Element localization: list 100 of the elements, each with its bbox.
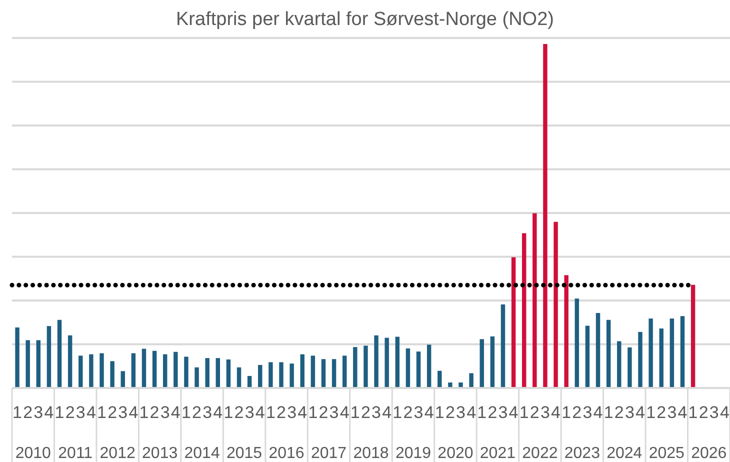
bar: [395, 336, 400, 388]
x-tick-label: 4: [466, 403, 476, 422]
text: 2015: [226, 445, 262, 462]
x-tick-label: 2: [698, 403, 708, 422]
x-tick-label: 1: [646, 403, 656, 422]
x-tick-label: 1: [308, 403, 318, 422]
bar: [690, 284, 696, 388]
x-tick-label: 1: [97, 403, 106, 422]
bar: [406, 348, 410, 388]
x-tick-label: 4: [382, 403, 392, 422]
x-tick-label: 1: [477, 403, 487, 422]
bar: [110, 361, 114, 388]
bar: [226, 359, 231, 388]
bar: [300, 354, 304, 388]
x-tick-label: 3: [667, 403, 677, 422]
bar: [15, 327, 20, 388]
bar: [131, 353, 136, 388]
x-tick-label: 2: [403, 403, 413, 422]
text: 2012: [100, 445, 136, 462]
bar: [162, 354, 168, 388]
x-tick-label: 2: [234, 403, 244, 422]
x-tick-label: 3: [76, 403, 86, 422]
bar: [490, 336, 495, 388]
bar: [648, 318, 653, 388]
text: 2023: [564, 445, 600, 462]
x-tick-label: 1: [519, 403, 529, 422]
bar: [564, 275, 568, 388]
bar: [511, 257, 516, 388]
bar: [606, 320, 611, 388]
x-tick-label: 3: [372, 403, 382, 422]
x-tick-label: 2: [318, 403, 328, 422]
text: 2013: [142, 445, 178, 462]
text: 2011: [58, 445, 93, 462]
bar: [100, 353, 104, 388]
x-tick-label: 2: [530, 403, 540, 422]
x-tick-label: 1: [224, 403, 234, 422]
text: 2018: [353, 445, 389, 462]
x-tick-label: 2: [276, 403, 286, 422]
x-tick-label: 3: [498, 403, 508, 422]
x-tick-label: 1: [604, 403, 614, 422]
x-tick-label: 1: [392, 403, 402, 422]
bar: [342, 356, 347, 388]
x-tick-label: 2: [192, 403, 202, 422]
x-tick-label: 3: [287, 403, 297, 422]
chart-title: Kraftpris per kvartal for Sørvest-Norge (NO2): [176, 9, 554, 30]
x-tick-label: 2: [360, 403, 370, 422]
bar: [26, 340, 30, 388]
bar: [522, 233, 526, 388]
text: 2019: [395, 445, 432, 462]
x-tick-label: 2: [445, 403, 455, 422]
text: 2014: [184, 445, 220, 462]
x-tick-label: 3: [414, 403, 424, 422]
bar: [279, 362, 284, 388]
x-tick-label: 4: [298, 403, 308, 422]
bar: [680, 316, 685, 388]
bar: [120, 371, 125, 388]
x-tick-label: 1: [181, 403, 191, 422]
x-tick-label: 3: [202, 403, 212, 422]
bar: [332, 359, 336, 388]
bar: [384, 338, 389, 388]
bar: [532, 213, 537, 388]
bar: [36, 340, 41, 388]
x-tick-label: 4: [213, 403, 223, 422]
x-tick-label: 4: [128, 403, 138, 422]
text: 2021: [480, 445, 516, 462]
x-tick-label: 3: [582, 403, 592, 422]
bar: [205, 358, 210, 388]
x-tick-label: 1: [688, 403, 698, 422]
text: 2024: [606, 445, 642, 462]
x-tick-label: 2: [488, 403, 498, 422]
x-tick-label: 1: [139, 403, 149, 422]
bar: [543, 44, 548, 388]
x-tick-label: 4: [255, 403, 265, 422]
x-tick-label: 3: [709, 403, 719, 422]
bar: [500, 304, 506, 388]
text: 2020: [438, 445, 474, 462]
bar: [142, 348, 146, 388]
bar: [268, 362, 273, 388]
x-tick-label: 4: [593, 403, 603, 422]
bar: [554, 222, 558, 388]
x-tick-label: 4: [720, 403, 730, 422]
x-tick-label: 4: [551, 403, 561, 422]
bar: [638, 332, 642, 388]
text: 2017: [310, 445, 347, 462]
bar: [216, 358, 220, 388]
bar: [194, 367, 199, 388]
x-tick-label: 2: [614, 403, 624, 422]
bar: [258, 364, 262, 388]
x-tick-label: 3: [624, 403, 634, 422]
text: 2022: [522, 445, 558, 462]
x-tick-label: 1: [434, 403, 444, 422]
bar: [469, 373, 474, 388]
text: 2016: [268, 445, 304, 462]
x-tick-label: 1: [266, 403, 276, 422]
bar: [416, 352, 421, 388]
bar: [670, 318, 674, 388]
x-tick-label: 3: [456, 403, 466, 422]
x-tick-label: 4: [340, 403, 350, 422]
bar: [596, 313, 600, 388]
bar: [78, 356, 83, 388]
